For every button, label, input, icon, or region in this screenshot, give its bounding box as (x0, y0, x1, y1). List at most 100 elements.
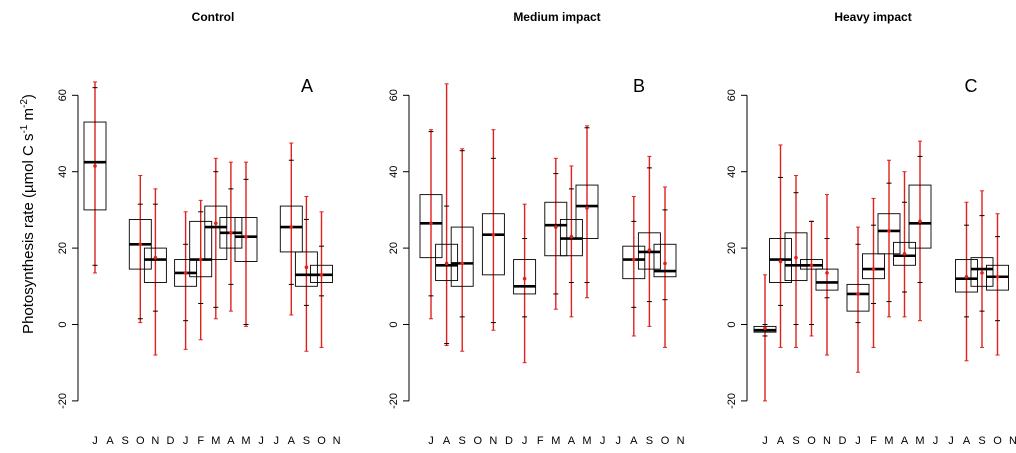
mean-marker (429, 221, 433, 226)
box-S (450, 148, 474, 352)
mean-marker (214, 221, 218, 226)
x-tick-label: S (978, 435, 985, 447)
x-tick-label: F (537, 435, 544, 447)
x-tick-label: M (551, 435, 560, 447)
y-axis-label-main: Photosynthesis rate (µmol C s (20, 134, 37, 334)
box-iqr (955, 259, 978, 293)
x-tick-label: O (661, 435, 670, 447)
x-tick-label: J (92, 435, 98, 447)
x-tick-label: A (630, 435, 638, 447)
x-tick-label: A (106, 435, 114, 447)
panel-title: Control (192, 10, 235, 24)
x-tick-label: J (522, 435, 528, 447)
box-A (622, 196, 646, 337)
x-tick-label: J (600, 435, 606, 447)
box-S (637, 155, 661, 327)
x-tick-label: N (151, 435, 159, 447)
mean-marker (964, 274, 969, 279)
box-M (575, 125, 599, 299)
box-M (234, 161, 258, 327)
x-tick-label: J (428, 435, 434, 447)
y-tick-label: 40 (388, 166, 400, 178)
x-tick-label: N (823, 435, 831, 447)
x-tick-label: J (183, 435, 189, 447)
box-iqr (279, 205, 303, 253)
x-tick-label: N (489, 435, 497, 447)
y-tick-label: 20 (57, 242, 69, 254)
box-iqr (481, 213, 505, 276)
x-tick-label: N (677, 435, 685, 447)
mean-marker (763, 326, 767, 331)
x-tick-label: O (317, 435, 326, 447)
mean-marker (491, 232, 496, 237)
x-tick-label: O (474, 435, 483, 447)
box-N (143, 188, 167, 356)
mean-marker (856, 292, 860, 296)
box-iqr (575, 184, 599, 240)
box-J (419, 129, 443, 320)
x-tick-label: J (273, 435, 279, 447)
mean-marker (138, 242, 143, 247)
box-S (784, 175, 808, 348)
x-tick-label: M (884, 435, 893, 447)
y-tick-label: -20 (57, 393, 69, 409)
x-tick-label: A (288, 435, 296, 447)
x-tick-label: M (915, 435, 924, 447)
mean-marker (444, 261, 449, 266)
box-S (970, 190, 994, 348)
box-iqr (419, 194, 443, 259)
mean-marker (980, 271, 984, 275)
x-tick-label: S (122, 435, 129, 447)
box-iqr (908, 184, 932, 249)
mean-marker (93, 164, 97, 168)
mean-marker (153, 255, 158, 260)
box-iqr (893, 241, 916, 266)
box-iqr (970, 257, 994, 287)
box-N (481, 129, 505, 331)
box-M (544, 157, 568, 310)
y-tick-label: 0 (388, 321, 400, 327)
box-O (310, 211, 333, 348)
x-tick-label: A (777, 435, 785, 447)
box-A (955, 201, 978, 362)
x-tick-label: J (933, 435, 939, 447)
x-tick-label: N (1009, 435, 1016, 447)
box-iqr (83, 121, 107, 211)
mean-marker (632, 257, 636, 262)
box-F (189, 199, 213, 341)
mean-marker (647, 248, 652, 252)
x-tick-label: J (948, 435, 954, 447)
x-tick-label: O (807, 435, 816, 447)
x-tick-label: S (792, 435, 799, 447)
x-tick-label: S (459, 435, 466, 447)
mean-marker (902, 252, 907, 256)
mean-marker (460, 261, 465, 266)
box-O (986, 213, 1009, 356)
box-A (559, 165, 583, 318)
y-tick-label: -20 (726, 393, 738, 409)
mean-marker (825, 271, 829, 275)
mean-marker (794, 255, 798, 260)
mean-marker (778, 259, 783, 264)
panel-letter: B (633, 76, 645, 96)
x-tick-label: O (993, 435, 1002, 447)
box-O (653, 186, 677, 348)
x-tick-label: D (839, 435, 847, 447)
mean-marker (198, 257, 203, 262)
y-tick-label: 40 (726, 166, 738, 178)
box-iqr (450, 226, 474, 287)
box-M (908, 140, 932, 322)
box-O (128, 175, 152, 324)
mean-marker (585, 206, 589, 210)
mean-marker (304, 265, 309, 270)
y-axis-label-end: ) (20, 94, 37, 99)
box-F (862, 197, 885, 348)
y-axis-label: Photosynthesis rate (µmol C s-1 m-2) (19, 94, 37, 334)
mean-marker (663, 261, 667, 266)
mean-marker (522, 276, 527, 281)
x-tick-label: M (582, 435, 591, 447)
y-tick-label: 60 (726, 89, 738, 101)
box-M (204, 157, 228, 320)
panel-title: Medium impact (513, 10, 600, 24)
